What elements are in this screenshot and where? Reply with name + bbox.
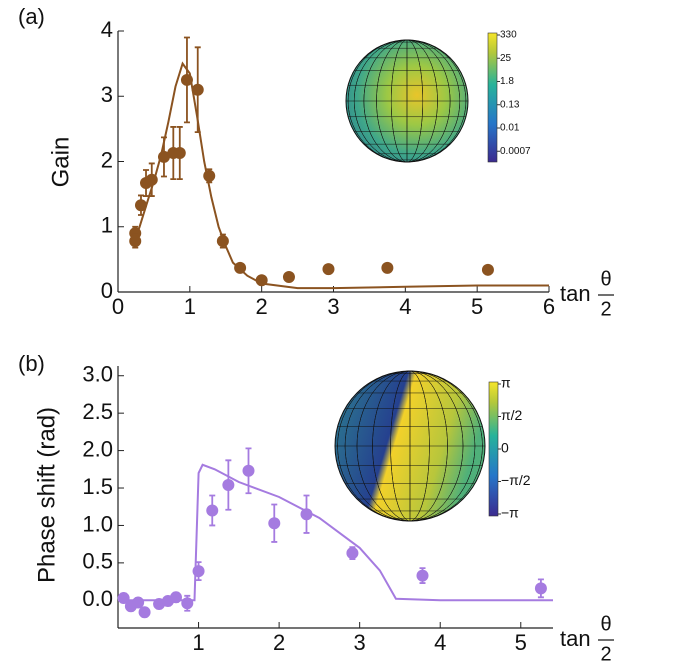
y-tick-label: 1 — [101, 213, 113, 238]
x-tick-label: 5 — [515, 630, 527, 655]
y-tick-label: 1.0 — [82, 511, 113, 536]
data-point — [192, 565, 205, 578]
x-axis-label-denominator: 2 — [600, 643, 611, 665]
fit-line — [118, 463, 553, 602]
data-point — [129, 235, 142, 248]
data-point — [138, 606, 151, 619]
x-axis-label: tan — [560, 626, 591, 651]
y-tick-label: 0 — [101, 278, 113, 303]
data-point — [300, 508, 313, 521]
colorbar-label: −π/2 — [501, 472, 531, 488]
data-point — [346, 547, 359, 560]
y-tick-label: 3 — [101, 82, 113, 107]
data-point — [268, 517, 281, 530]
data-point — [322, 263, 335, 276]
data-point — [234, 261, 247, 274]
colorbar-label: 330 — [500, 30, 517, 41]
colorbar-label: 0.0007 — [500, 146, 531, 157]
data-point — [416, 569, 429, 582]
x-tick-label: 3 — [354, 630, 366, 655]
x-tick-label: 2 — [256, 294, 268, 319]
data-point — [255, 274, 268, 287]
data-point — [381, 261, 394, 274]
data-point — [145, 173, 158, 186]
data-point — [173, 147, 186, 160]
y-axis-label: Gain — [47, 137, 74, 188]
data-point — [134, 199, 147, 212]
data-point — [203, 169, 216, 182]
fit-line — [131, 61, 549, 290]
data-point — [481, 263, 494, 276]
x-tick-label: 2 — [273, 630, 285, 655]
data-point — [181, 597, 194, 610]
y-tick-label: 0.5 — [82, 549, 113, 574]
sphere-meridian — [337, 370, 483, 522]
data-point — [180, 73, 193, 86]
x-tick-label: 3 — [327, 294, 339, 319]
data-point — [117, 592, 130, 605]
y-tick-label: 2.0 — [82, 436, 113, 461]
colorbar-label: 25 — [500, 53, 512, 64]
panel-label: (b) — [18, 351, 45, 376]
y-tick-label: 3.0 — [82, 362, 113, 387]
x-axis-label-denominator: 2 — [600, 298, 611, 320]
x-tick-label: 1 — [184, 294, 196, 319]
colorbar-label: −π — [501, 505, 519, 521]
x-tick-label: 0 — [112, 294, 124, 319]
x-axis-label: tan — [560, 281, 591, 306]
colorbar-label: 0.13 — [500, 99, 520, 110]
x-tick-label: 5 — [471, 294, 483, 319]
y-axis-label: Phase shift (rad) — [33, 407, 60, 583]
x-axis-label-numerator: θ — [600, 268, 611, 290]
y-tick-label: 2 — [101, 147, 113, 172]
panel-label: (a) — [18, 4, 45, 29]
data-point — [157, 150, 170, 163]
colorbar-label: π — [501, 375, 511, 391]
data-point — [170, 591, 182, 604]
x-tick-label: 1 — [192, 630, 204, 655]
data-point — [206, 504, 219, 517]
colorbar — [488, 381, 499, 517]
x-axis-label-numerator: θ — [600, 613, 611, 635]
colorbar-label: 1.8 — [500, 76, 514, 87]
y-tick-label: 1.5 — [82, 474, 113, 499]
colorbar-label: π/2 — [501, 407, 523, 423]
data-point — [242, 464, 255, 477]
data-point — [191, 83, 204, 96]
data-point — [534, 582, 547, 595]
data-point — [222, 479, 235, 492]
colorbar-label: 0 — [501, 440, 509, 456]
sphere-meridian — [347, 39, 467, 163]
x-tick-label: 4 — [434, 630, 446, 655]
y-tick-label: 4 — [101, 17, 113, 42]
data-point — [282, 270, 295, 283]
colorbar-label: 0.01 — [500, 123, 520, 134]
data-point — [132, 596, 145, 609]
colorbar — [487, 32, 498, 163]
x-tick-label: 6 — [543, 294, 555, 319]
x-tick-label: 4 — [399, 294, 411, 319]
y-tick-label: 2.5 — [82, 399, 113, 424]
data-point — [216, 235, 229, 248]
y-tick-label: 0.0 — [82, 586, 113, 611]
